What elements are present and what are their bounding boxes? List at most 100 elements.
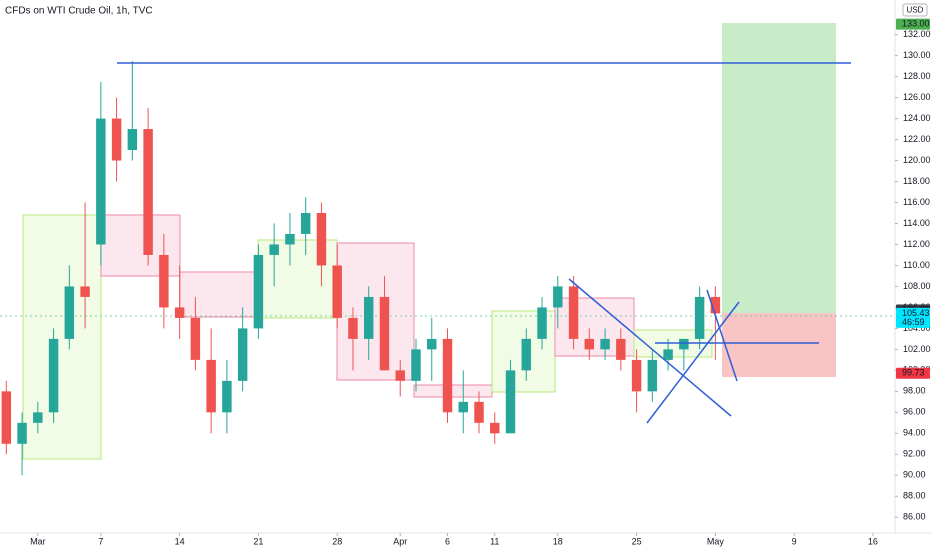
x-tick-label: Mar: [30, 536, 46, 546]
price-label-box: [896, 307, 930, 328]
range-box: [179, 271, 259, 318]
candle-body: [190, 317, 201, 360]
y-tick-label: 98.00: [903, 386, 926, 396]
x-tick-label: 18: [553, 536, 563, 546]
candle-body: [505, 370, 516, 434]
x-tick-label: Apr: [393, 536, 407, 546]
currency-box: [902, 3, 928, 17]
y-tick-label: 88.00: [903, 491, 926, 501]
y-tick-label: 92.00: [903, 449, 926, 459]
candle-body: [584, 338, 595, 350]
stop-zone: [722, 313, 836, 377]
candle-body: [521, 338, 532, 371]
candle-body: [127, 129, 138, 151]
price-label: 105.43: [902, 308, 930, 318]
candles: [1, 60, 721, 476]
range-box: [413, 384, 493, 398]
candle-body: [237, 328, 248, 381]
y-tick-label: 122.00: [903, 134, 931, 144]
candle-body: [159, 254, 169, 308]
price-label-box: [896, 18, 930, 30]
candle-body: [253, 254, 264, 329]
currency: USD: [907, 6, 924, 15]
y-tick-label: 90.00: [903, 470, 926, 480]
y-tick-label: 130.00: [903, 50, 931, 60]
candle-body: [80, 286, 90, 297]
candle-body: [17, 422, 27, 444]
candle-body: [442, 338, 453, 413]
candle-body: [96, 118, 106, 245]
y-tick-label: 94.00: [903, 428, 926, 438]
y-tick-label: 102.00: [903, 344, 931, 354]
y-tick-label: 96.00: [903, 407, 926, 417]
y-tick-label: 128.00: [903, 71, 931, 81]
candle-body: [269, 244, 279, 255]
candle-body: [48, 338, 59, 413]
candle-body: [694, 296, 705, 339]
candle-body: [458, 401, 468, 413]
x-tick-label: 9: [792, 536, 797, 546]
trend-line: [568, 278, 732, 417]
candle-body: [537, 307, 547, 339]
chart-title: CFDs on WTI Crude Oil, 1h, TVC: [5, 6, 153, 17]
trend-lines: [117, 62, 851, 424]
trend-line: [646, 301, 740, 424]
candle-body: [600, 338, 610, 350]
y-tick-label: 118.00: [903, 176, 930, 186]
x-tick-label: May: [707, 536, 725, 546]
x-tick-label: 7: [98, 536, 103, 546]
y-tick-label: 120.00: [903, 155, 931, 165]
candle-body: [348, 317, 358, 339]
candle-body: [379, 296, 390, 371]
candle-body: [64, 286, 75, 339]
candle-body: [647, 359, 658, 392]
candle-body: [395, 370, 405, 381]
candle-body: [411, 349, 421, 381]
candle-body: [111, 118, 122, 161]
x-tick-label: 16: [868, 536, 878, 546]
candle-body: [679, 338, 689, 350]
y-tick-label: 86.00: [903, 512, 926, 522]
x-tick-label: 14: [175, 536, 185, 546]
x-tick-label: 28: [332, 536, 342, 546]
price-label: 99.73: [902, 368, 925, 378]
range-box: [336, 242, 415, 381]
trend-line: [706, 289, 738, 382]
x-tick-label: 25: [632, 536, 642, 546]
candle-body: [631, 359, 642, 392]
y-tick-label: 126.00: [903, 92, 931, 102]
candle-body: [1, 391, 12, 444]
candle-body: [285, 233, 295, 245]
candle-body: [363, 296, 374, 339]
price-label-box: [896, 367, 930, 379]
candle-body: [300, 212, 311, 234]
candle-body: [474, 401, 484, 423]
candle-body: [427, 338, 437, 350]
y-tick-label: 112.00: [903, 239, 930, 249]
y-tick-label: 108.00: [903, 281, 931, 291]
y-tick-label: 114.00: [903, 218, 930, 228]
y-tick-label: 124.00: [903, 113, 931, 123]
price-label: 133.00: [902, 19, 930, 29]
candle-body: [316, 212, 327, 266]
y-tick-label: 116.00: [903, 197, 930, 207]
candle-body: [222, 380, 232, 413]
candle-body: [616, 338, 626, 360]
candle-body: [663, 349, 673, 360]
target-zone: [722, 23, 836, 313]
x-tick-label: 11: [490, 536, 499, 546]
candle-body: [568, 286, 579, 339]
candle-body: [33, 412, 43, 423]
candle-body: [710, 296, 721, 314]
candle-body: [490, 422, 500, 434]
x-tick-label: 6: [445, 536, 450, 546]
candle-body: [332, 265, 342, 318]
candle-body: [553, 286, 563, 308]
candle-body: [143, 129, 153, 255]
candle-body: [174, 307, 185, 318]
y-tick-label: 132.00: [903, 29, 931, 39]
x-tick-label: 21: [253, 536, 263, 546]
countdown: 46:59: [902, 317, 925, 327]
candle-body: [206, 359, 216, 413]
